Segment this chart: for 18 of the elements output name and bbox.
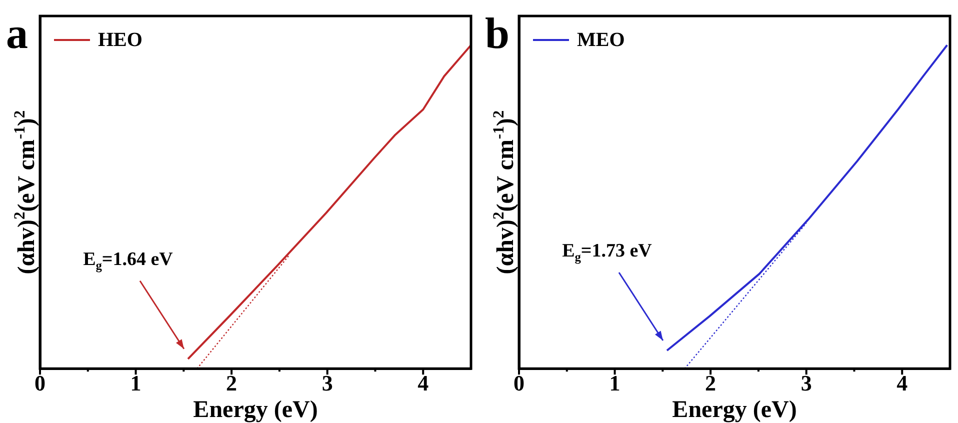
x-tick-label: 2 <box>705 370 716 396</box>
x-tick-label: 4 <box>896 370 908 396</box>
x-tick-label: 3 <box>800 370 812 396</box>
legend-label: HEO <box>98 29 142 52</box>
x-tick-label: 4 <box>418 370 429 396</box>
chart-title: a <box>6 9 28 58</box>
x-tick-label: 1 <box>130 370 142 396</box>
y-axis-title: (αhv)2(eV cm-1)2 <box>11 110 40 274</box>
x-tick-label: 2 <box>226 370 238 396</box>
x-tick-label: 0 <box>514 370 524 396</box>
x-axis-title: Energy (eV) <box>193 397 318 423</box>
chart-title: b <box>485 9 510 58</box>
x-tick-label: 0 <box>34 370 46 396</box>
x-tick-label: 1 <box>609 370 620 396</box>
x-tick-label: 3 <box>322 370 333 396</box>
legend-label: MEO <box>577 29 625 52</box>
y-axis-title: (αhv)2(eV cm-1)2 <box>490 110 519 274</box>
x-axis-title: Energy (eV) <box>672 397 797 423</box>
